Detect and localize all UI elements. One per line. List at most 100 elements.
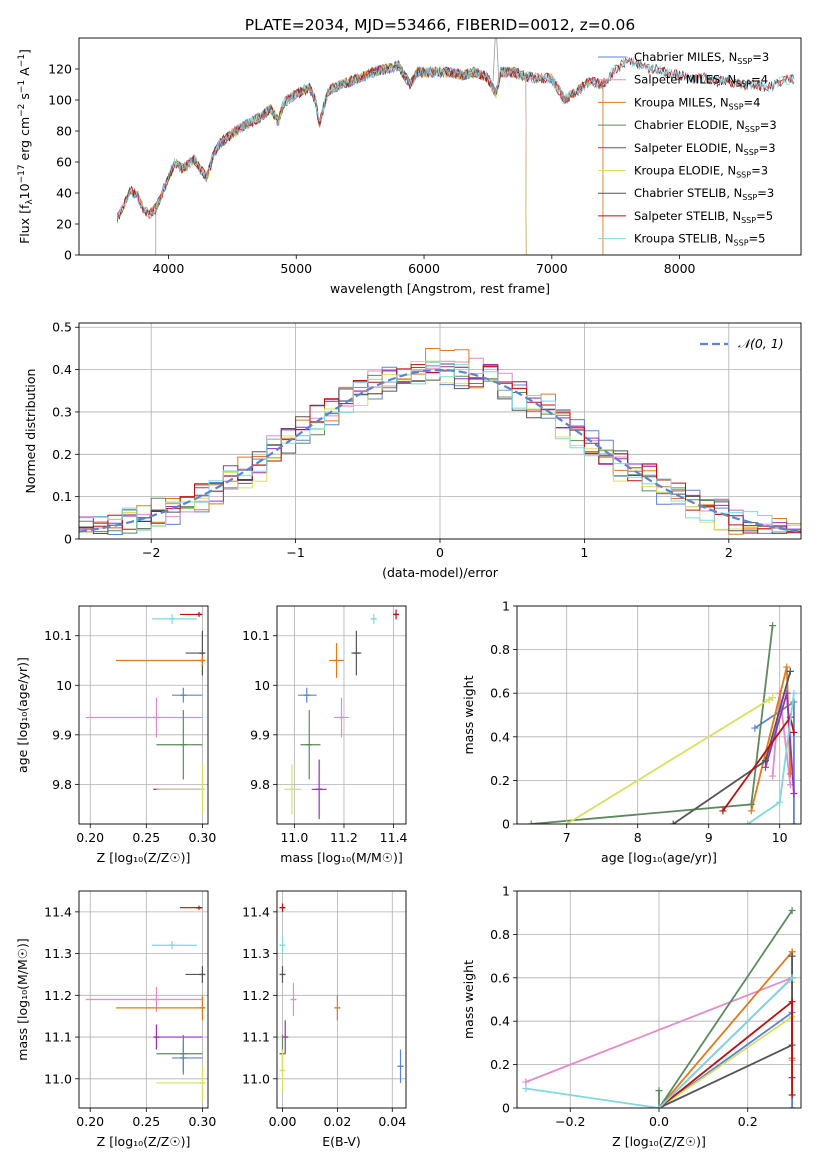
spectrum-line xyxy=(116,57,795,222)
x-tick-label: 0.0 xyxy=(649,1114,669,1129)
weight-marker xyxy=(788,1104,796,1108)
y-tick-label: 120 xyxy=(48,62,72,77)
weight-marker xyxy=(788,974,796,982)
axes-frame xyxy=(276,605,407,825)
y-tick-label: 0.6 xyxy=(490,686,510,701)
y-tick-label: 11.2 xyxy=(242,988,270,1003)
axes-spectrum: 4000 5000 6000 7000 8000 0 20 40 60 80 100 120 wavel… xyxy=(17,37,802,296)
y-axis-label: Flux [fλ10−17 erg cm−2 s−1 A−1] xyxy=(17,49,35,244)
y-axis-label-part: erg cm xyxy=(17,117,32,165)
y-axis-label-part: ] xyxy=(17,49,32,54)
legend-name: Kroupa STELIB, N xyxy=(634,232,734,246)
legend-sub: SSP xyxy=(736,80,751,89)
weight-marker xyxy=(790,789,798,797)
axes-weight_vs_age: 7 8 9 10 0 0.2 0.4 0.6 0.8 1 age [log₁₀(age/yr)] ma… xyxy=(461,599,802,865)
legend-value: =3 xyxy=(751,164,768,178)
y-tick-label: 0.1 xyxy=(52,489,72,504)
spectrum-line xyxy=(117,56,795,220)
y-axis-label: mass weight xyxy=(461,960,476,1039)
x-tick-label: 0.2 xyxy=(738,1114,758,1129)
x-tick-label: −1 xyxy=(286,545,304,560)
weight-marker xyxy=(786,667,794,675)
legend-label: Kroupa ELODIE, NSSP=3 xyxy=(634,164,768,180)
x-tick-label: 1 xyxy=(580,545,588,560)
x-tick-label: 8 xyxy=(634,830,642,845)
axes-residuals: −2 −1 0 1 2 0 0.1 0.2 0.3 0.4 0.5 (data-model)/erro… xyxy=(23,320,802,580)
y-tick-label: 60 xyxy=(56,155,72,170)
y-tick-label: 0.5 xyxy=(52,320,72,335)
axes-mass_vs_ebv: 0.00 0.02 0.04 11.0 11.1 11.2 11.3 11.4 E(B-V) xyxy=(242,890,407,1149)
y-tick-label: 0.8 xyxy=(490,642,510,657)
y-tick-label: 0.2 xyxy=(52,447,72,462)
histogram-series xyxy=(79,348,801,535)
legend-name: Salpeter STELIB, N xyxy=(634,209,741,223)
weight-marker xyxy=(522,1078,530,1086)
weight-marker xyxy=(719,807,727,815)
legend-sub: SSP xyxy=(736,171,751,180)
weight-marker xyxy=(655,1104,663,1108)
legend-label: Kroupa MILES, NSSP=4 xyxy=(634,95,760,111)
y-axis-label: mass weight xyxy=(461,675,476,754)
axes-mass_vs_Z: 0.20 0.25 0.30 11.0 11.1 11.2 11.3 11.4 Z [log₁₀… xyxy=(15,890,216,1149)
legend-sub: SSP xyxy=(742,193,757,202)
y-tick-label: 20 xyxy=(56,217,72,232)
axes-weight_vs_Z: −0.2 0.0 0.2 0 0.2 0.4 0.6 0.8 1 Z [log₁₀(Z/Z☉)] m… xyxy=(461,884,802,1149)
y-tick-label: 11.0 xyxy=(242,1071,270,1086)
y-tick-label: 11.4 xyxy=(242,904,270,919)
y-tick-label: 0.3 xyxy=(52,404,72,419)
y-tick-label: 0.4 xyxy=(52,362,72,377)
plot-area-residuals xyxy=(79,348,801,535)
y-tick-label: 0.6 xyxy=(490,970,510,985)
legend-name: Kroupa MILES, N xyxy=(634,95,729,109)
legend-name: Salpeter ELODIE, N xyxy=(634,141,744,155)
weight-marker xyxy=(788,907,796,915)
y-tick-label: 10 xyxy=(254,678,270,693)
y-axis-label-part: −1 xyxy=(17,80,27,93)
x-tick-label: 6000 xyxy=(408,261,440,276)
weight-line xyxy=(525,977,793,1108)
histogram-series xyxy=(79,360,801,534)
y-axis-label: mass [log₁₀(M/M☉)] xyxy=(15,938,30,1060)
x-tick-label: 9 xyxy=(705,830,713,845)
x-tick-label: 11.0 xyxy=(280,830,308,845)
y-tick-label: 0 xyxy=(502,1101,510,1116)
y-axis-label-part: A xyxy=(17,67,32,80)
x-tick-label: 0 xyxy=(436,545,444,560)
plot-area-weight_vs_Z xyxy=(522,907,796,1108)
axes-frame xyxy=(78,890,209,1109)
x-tick-label: 7 xyxy=(563,830,571,845)
x-tick-label: 11.2 xyxy=(330,830,358,845)
legend-sub: SSP xyxy=(737,57,752,66)
y-tick-label: 10.1 xyxy=(242,628,270,643)
legend-name: Chabrier STELIB, N xyxy=(634,186,742,200)
y-tick-label: 1 xyxy=(502,599,510,614)
x-axis-label: Z [log₁₀(Z/Z☉)] xyxy=(97,850,191,865)
x-tick-label: 0.20 xyxy=(76,830,104,845)
legend-label: Salpeter STELIB, NSSP=5 xyxy=(634,209,773,225)
legend-label: Chabrier MILES, NSSP=3 xyxy=(634,50,769,66)
axes-frame xyxy=(78,605,209,825)
legend-name: Chabrier MILES, N xyxy=(634,50,737,64)
y-tick-label: 40 xyxy=(56,186,72,201)
plot-area-weight_vs_age xyxy=(527,622,798,824)
legend-sub: SSP xyxy=(729,102,744,111)
y-axis-label-part: 10 xyxy=(17,183,32,199)
weight-marker xyxy=(788,1091,796,1099)
y-tick-label: 0 xyxy=(64,532,72,547)
weight-marker xyxy=(747,807,755,815)
axes-frame xyxy=(276,890,407,1109)
y-axis-label-part: λ xyxy=(25,199,35,205)
legend-value: =3 xyxy=(757,186,774,200)
x-tick-label: 0.30 xyxy=(188,1114,216,1129)
x-tick-label: 0.30 xyxy=(188,830,216,845)
legend-name: Chabrier ELODIE, N xyxy=(634,118,745,132)
x-tick-label: 8000 xyxy=(664,261,696,276)
legend-label: Kroupa STELIB, NSSP=5 xyxy=(634,232,765,248)
axes-frame xyxy=(78,322,802,540)
y-tick-label: 9.9 xyxy=(250,727,270,742)
y-axis-label-part: −1 xyxy=(17,54,27,67)
x-tick-label: 0.04 xyxy=(378,1114,406,1129)
axes-age_vs_Z: 0.20 0.25 0.30 9.8 9.9 10 10.1 Z [log₁₀(Z/Z☉)] a… xyxy=(15,605,216,865)
weight-marker xyxy=(790,728,798,736)
